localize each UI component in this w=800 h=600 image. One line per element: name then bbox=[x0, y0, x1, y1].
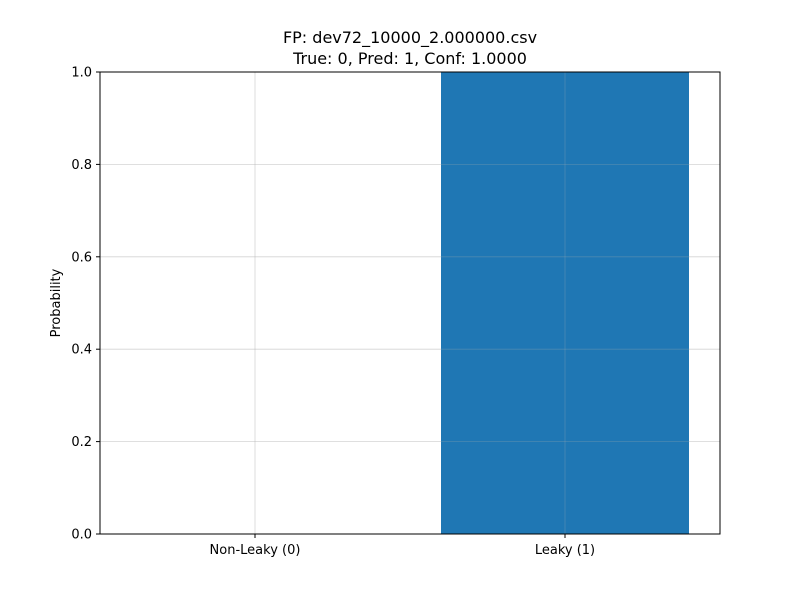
bars bbox=[441, 72, 689, 534]
chart-title-line-2: True: 0, Pred: 1, Conf: 1.0000 bbox=[292, 49, 527, 68]
x-tick-label: Non-Leaky (0) bbox=[210, 543, 301, 558]
y-tick-label: 0.0 bbox=[71, 528, 92, 543]
y-tick-label: 0.4 bbox=[71, 343, 92, 358]
y-tick-label: 1.0 bbox=[71, 66, 92, 81]
y-axis-label: Probability bbox=[49, 268, 64, 337]
chart-title-line-1: FP: dev72_10000_2.000000.csv bbox=[283, 28, 537, 48]
x-axis-ticks: Non-Leaky (0) Leaky (1) bbox=[210, 534, 595, 558]
bar bbox=[441, 72, 689, 534]
y-axis-ticks: 0.0 0.2 0.4 0.6 0.8 1.0 bbox=[71, 66, 100, 543]
y-tick-label: 0.8 bbox=[71, 158, 92, 173]
y-tick-label: 0.6 bbox=[71, 250, 92, 265]
plot-area-frame bbox=[99, 71, 721, 535]
x-tick-label: Leaky (1) bbox=[535, 543, 595, 558]
y-tick-label: 0.2 bbox=[71, 435, 92, 450]
